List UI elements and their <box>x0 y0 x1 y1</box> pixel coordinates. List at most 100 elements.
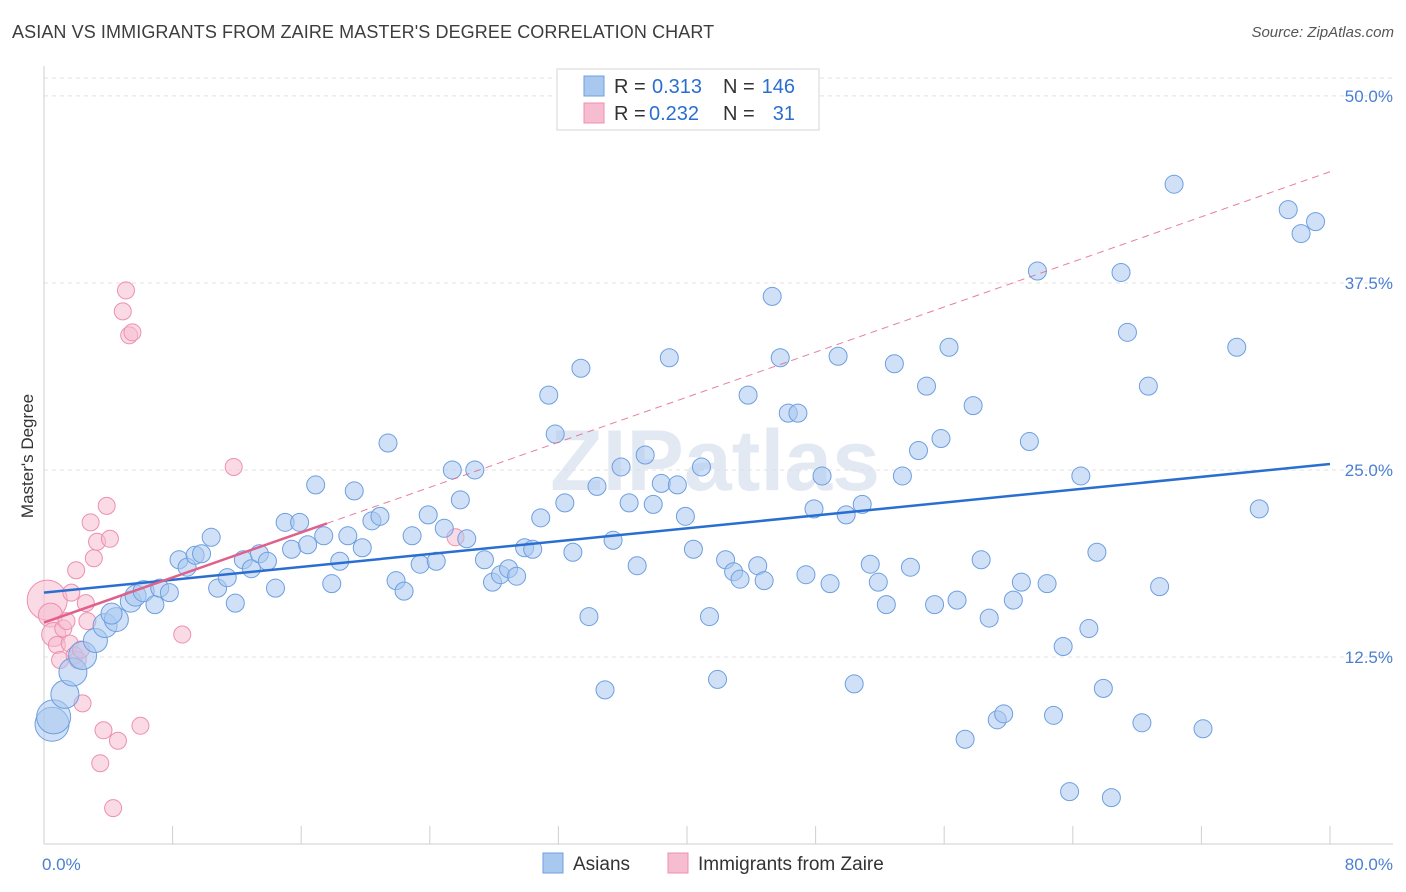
asian-point <box>1306 212 1326 232</box>
asian-point <box>314 526 334 546</box>
asian-point <box>571 358 591 378</box>
asian-point <box>884 354 904 374</box>
y-tick-label: 12.5% <box>1345 648 1393 667</box>
asian-point <box>507 566 527 586</box>
zaire-point <box>123 323 142 342</box>
legend-r-label-asians: R = <box>614 76 646 98</box>
asian-point <box>322 574 342 594</box>
asian-point <box>1138 376 1158 396</box>
asian-point <box>788 403 808 423</box>
legend-r-label-zaire: R = <box>614 103 646 125</box>
bottom-legend-swatch-zaire <box>667 852 689 874</box>
asian-point <box>370 506 390 526</box>
asian-point <box>908 441 928 461</box>
asian-point <box>225 593 245 613</box>
asian-point <box>1150 577 1170 597</box>
zaire-point <box>100 529 119 548</box>
asian-point <box>844 674 864 694</box>
asian-point <box>1111 262 1131 282</box>
asian-point <box>931 429 951 449</box>
asian-point <box>474 550 494 570</box>
zaire-trend-line <box>43 522 328 624</box>
asian-point <box>700 607 720 627</box>
asian-point <box>442 460 462 480</box>
asian-point <box>1071 466 1091 486</box>
asian-point <box>344 481 364 501</box>
asian-point <box>947 590 967 610</box>
asian-point <box>1278 200 1298 220</box>
y-tick-labels: 12.5% 25.0% 37.5% 50.0% <box>1345 87 1393 667</box>
asian-point <box>378 433 398 453</box>
asian-point <box>1019 432 1039 452</box>
asian-point <box>1227 337 1247 357</box>
asian-point <box>555 493 575 513</box>
asian-point <box>595 680 615 700</box>
asian-point <box>545 424 565 444</box>
asian-point <box>892 466 912 486</box>
asian-point <box>730 569 750 589</box>
asian-point <box>955 729 975 749</box>
asian-point <box>100 602 123 625</box>
asian-point <box>619 493 639 513</box>
asian-point <box>1093 678 1113 698</box>
asian-point <box>1164 174 1184 194</box>
asian-point <box>1101 788 1121 808</box>
asian-point <box>635 445 655 465</box>
asian-point <box>971 550 991 570</box>
asian-point <box>651 473 671 493</box>
legend-r-value-zaire: 0.232 <box>649 103 699 125</box>
asian-point <box>852 494 872 514</box>
zaire-point <box>116 281 135 300</box>
bottom-legend-label-zaire: Immigrants from Zaire <box>698 854 884 875</box>
source-label: Source: ZipAtlas.com <box>1251 24 1394 41</box>
asian-point <box>159 583 179 603</box>
asian-point <box>338 526 358 546</box>
zaire-point <box>84 549 103 568</box>
asian-point <box>145 595 165 615</box>
zaire-point <box>62 583 81 602</box>
asian-point <box>762 286 782 306</box>
asian-point <box>563 542 583 562</box>
asian-point <box>1044 705 1064 725</box>
asians-trend-line <box>43 462 1331 594</box>
asian-point <box>667 475 687 495</box>
asian-point <box>352 538 372 558</box>
asian-point <box>290 512 310 532</box>
asian-point <box>257 551 277 571</box>
asian-point <box>1060 782 1080 802</box>
asian-point <box>917 376 937 396</box>
zaire-trend-extension <box>326 171 1331 524</box>
asian-point <box>828 346 848 366</box>
legend-n-label-asians: N = <box>723 76 755 98</box>
asian-point <box>217 568 237 588</box>
zaire-point <box>97 496 116 515</box>
asian-point <box>812 466 832 486</box>
asian-point <box>611 457 631 477</box>
asian-point <box>868 572 888 592</box>
asian-point <box>450 490 470 510</box>
asian-point <box>457 529 477 549</box>
trend-lines <box>43 171 1331 624</box>
zaire-point <box>104 799 123 818</box>
asian-point <box>683 539 703 559</box>
asian-point <box>579 607 599 627</box>
zaire-point <box>113 302 132 321</box>
asian-point <box>804 499 824 519</box>
legend-swatch-asians <box>583 75 605 97</box>
watermark: ZIPatlas <box>550 413 880 509</box>
zaire-point <box>94 721 113 740</box>
asian-point <box>738 385 758 405</box>
bottom-legend: Asians Immigrants from Zaire <box>542 852 884 875</box>
asian-point <box>643 494 663 514</box>
asian-point <box>1132 713 1152 733</box>
zaire-point <box>108 731 127 750</box>
asian-point <box>1003 590 1023 610</box>
asian-point <box>282 539 302 559</box>
asian-point <box>201 527 221 547</box>
legend-swatch-zaire <box>583 102 605 124</box>
zaire-point <box>81 513 100 532</box>
asian-point <box>1037 574 1057 594</box>
asian-point <box>1087 542 1107 562</box>
y-tick-label: 50.0% <box>1345 87 1393 106</box>
asian-point <box>1117 322 1137 342</box>
